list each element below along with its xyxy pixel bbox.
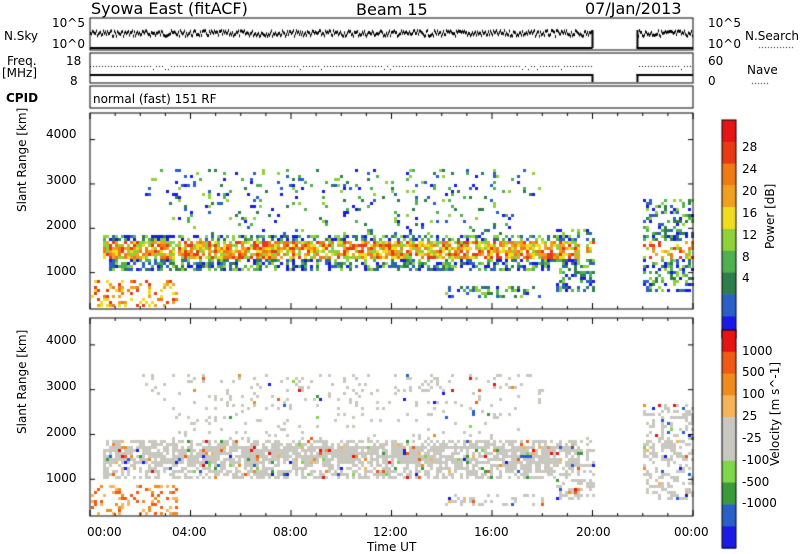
beam-label: Beam 15	[356, 0, 428, 19]
nave-tick-bottom: 0	[708, 74, 716, 88]
nave-tick-top: 60	[708, 54, 724, 68]
vel-cbar-minus100: -100	[742, 453, 770, 467]
power-ytick-3000: 3000	[46, 173, 77, 187]
xaxis-label: Time UT	[367, 540, 417, 554]
freq-tick-bottom: 8	[70, 74, 78, 88]
nsearch-label: N.Search	[745, 29, 800, 43]
xtick-1600: 16:00	[474, 525, 509, 539]
power-cbar-24: 24	[742, 162, 758, 176]
xtick-0400: 04:00	[172, 525, 207, 539]
xtick-0000: 00:00	[87, 525, 122, 539]
power-cbar-4: 4	[742, 271, 750, 285]
nsky-label: N.Sky	[4, 29, 39, 43]
xtick-1200: 12:00	[373, 525, 408, 539]
power-cbar-label: Power [dB]	[763, 183, 777, 249]
power-cbar-12: 12	[742, 228, 758, 242]
power-cbar-28: 28	[742, 140, 758, 154]
vel-cbar-label: Velocity [m s^-1]	[768, 361, 782, 466]
vel-cbar-100: 100	[742, 387, 765, 401]
velocity-ylabel: Slant Range [km]	[15, 329, 29, 434]
power-cbar-8: 8	[742, 250, 750, 264]
velocity-ytick-4000: 4000	[46, 333, 77, 347]
nsearch-tick-bottom: 10^0	[708, 37, 741, 51]
power-ylabel-container: Slant Range [km]	[15, 107, 29, 212]
velocity-ytick-3000: 3000	[46, 379, 77, 393]
power-ylabel: Slant Range [km]	[15, 107, 29, 212]
power-ytick-2000: 2000	[46, 218, 77, 232]
nave-label: Nave	[747, 63, 778, 77]
xtick-2000: 20:00	[576, 525, 611, 539]
cpid-label: CPID	[6, 91, 39, 105]
vel-cbar-25: 25	[742, 409, 758, 423]
power-cbar-20: 20	[742, 184, 758, 198]
freq-units: [MHz]	[2, 66, 38, 80]
nsky-tick-top: 10^5	[52, 16, 85, 30]
nsearch-tick-top: 10^5	[708, 16, 741, 30]
nsky-tick-bottom: 10^0	[52, 37, 85, 51]
freq-label: Freq.	[7, 54, 37, 68]
power-cbar-16: 16	[742, 206, 758, 220]
xtick-0800: 08:00	[273, 525, 308, 539]
vel-cbar-minus25: -25	[742, 431, 762, 445]
vel-cbar-1000: 1000	[742, 344, 773, 358]
velocity-ylabel-container: Slant Range [km]	[15, 329, 29, 434]
power-ytick-4000: 4000	[46, 127, 77, 141]
velocity-ytick-2000: 2000	[46, 425, 77, 439]
velocity-ytick-1000: 1000	[46, 471, 77, 485]
xtick-2400: 00:00	[674, 525, 709, 539]
vel-cbar-minus1000: -1000	[742, 496, 777, 510]
station-title: Syowa East (fitACF)	[91, 0, 248, 18]
vel-cbar-minus500: -500	[742, 475, 770, 489]
freq-tick-top: 18	[66, 54, 82, 68]
date-label: 07/Jan/2013	[585, 0, 682, 18]
cpid-text: normal (fast) 151 RF	[93, 92, 217, 106]
vel-cbar-500: 500	[742, 365, 765, 379]
power-ytick-1000: 1000	[46, 264, 77, 278]
